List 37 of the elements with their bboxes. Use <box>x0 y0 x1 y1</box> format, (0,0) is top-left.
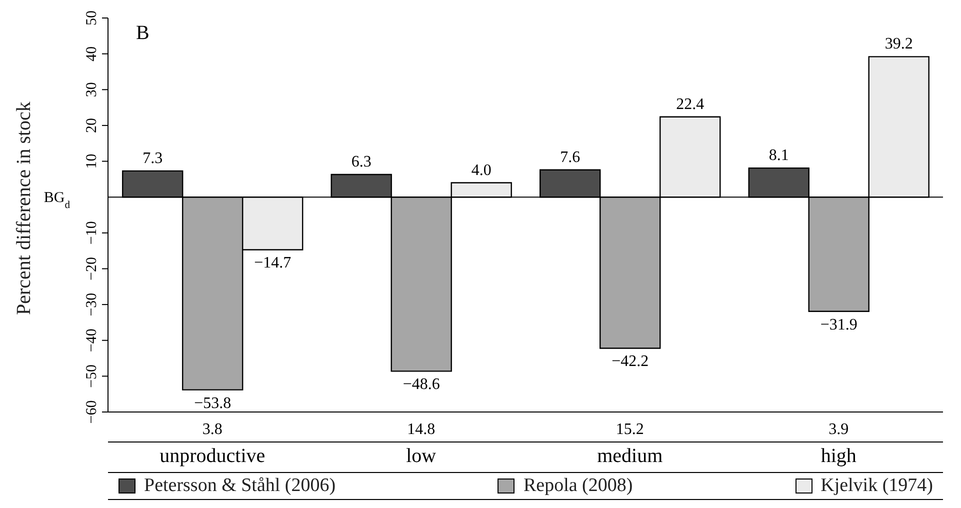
text: 15.2 <box>616 421 644 438</box>
y-tick-label: −50 <box>84 364 100 388</box>
ref-line-label: BG$_{d}$ <box>44 190 71 211</box>
data-label: 7.6 <box>560 148 580 166</box>
legend-label: Kjelvik (1974) <box>820 475 933 497</box>
data-label: −31.9 <box>820 316 858 334</box>
y-tick-label: 30 <box>84 82 100 98</box>
y-tick-label: 50 <box>84 10 100 26</box>
y-tick-label: 20 <box>84 118 100 133</box>
y-tick-label: 40 <box>84 46 100 62</box>
y-tick-label: −10 <box>84 221 100 245</box>
x-tick-label: medium <box>597 445 664 467</box>
chart-title: B <box>136 22 150 45</box>
y-tick-label: 10 <box>84 154 100 169</box>
y-tick-label: −40 <box>84 328 100 352</box>
text: 14.8 <box>407 421 436 438</box>
data-label: 7.3 <box>142 150 163 167</box>
x-tick-label: unproductive <box>160 445 266 467</box>
legend-label: Petersson & Ståhl (2006) <box>144 475 336 497</box>
y-tick-label: −20 <box>84 256 100 280</box>
text: 3.9 <box>828 421 849 438</box>
data-label: 39.2 <box>884 36 913 53</box>
data-label: 22.4 <box>676 96 704 113</box>
y-tick-label: −60 <box>84 400 100 424</box>
data-label: −48.6 <box>402 376 440 394</box>
data-label: 6.3 <box>351 154 372 171</box>
y-axis-title: Percent difference in stock <box>13 102 36 315</box>
data-label: −14.7 <box>254 254 292 272</box>
data-label: 8.1 <box>768 147 789 164</box>
x-tick-label: high <box>820 445 856 467</box>
data-label: −42.2 <box>612 353 649 370</box>
data-label: −53.8 <box>194 394 232 412</box>
text: 3.8 <box>202 421 222 438</box>
legend-label: Repola (2008) <box>523 475 633 497</box>
y-tick-label: −30 <box>84 292 100 316</box>
data-label: 4.0 <box>471 162 492 179</box>
x-tick-label: low <box>406 445 437 467</box>
